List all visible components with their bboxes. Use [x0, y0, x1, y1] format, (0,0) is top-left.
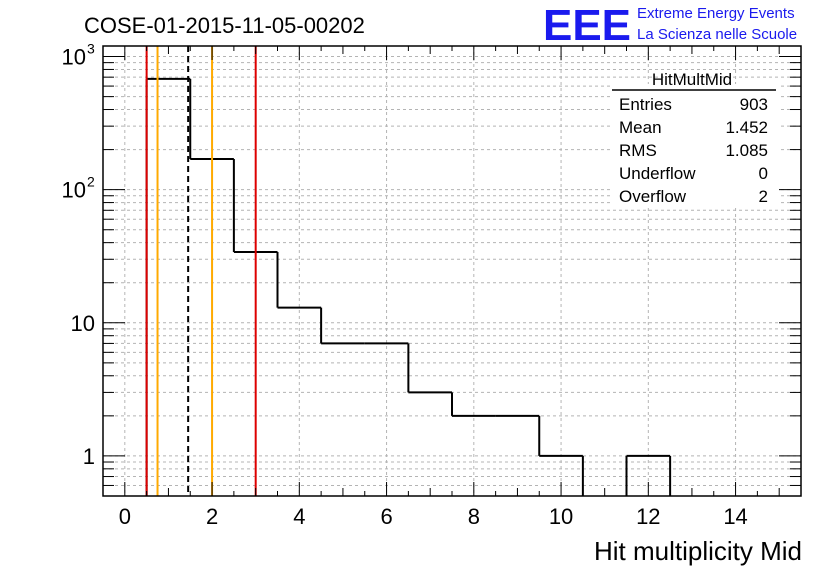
- x-tick-label: 14: [723, 504, 747, 529]
- chart-title: COSE-01-2015-11-05-00202: [84, 13, 365, 38]
- stats-entries-label: Entries: [619, 95, 672, 114]
- y-tick-label: 10: [62, 45, 86, 70]
- x-tick-label: 4: [293, 504, 305, 529]
- stats-mean-label: Mean: [619, 118, 662, 137]
- stats-mean-value: 1.452: [725, 118, 768, 137]
- stats-underflow-label: Underflow: [619, 164, 696, 183]
- x-tick-label: 0: [119, 504, 131, 529]
- y-tick-exponent: 2: [87, 174, 95, 190]
- stats-overflow-label: Overflow: [619, 187, 687, 206]
- y-tick-label: 10: [62, 178, 86, 203]
- marker-lines: [145, 46, 257, 496]
- x-tick-label: 10: [549, 504, 573, 529]
- stats-title: HitMultMid: [652, 70, 732, 89]
- x-axis-label: Hit multiplicity Mid: [594, 536, 802, 566]
- logo-line-1: Extreme Energy Events: [637, 5, 795, 22]
- stats-underflow-value: 0: [759, 164, 768, 183]
- stats-rms-label: RMS: [619, 141, 657, 160]
- stats-rms-value: 1.085: [725, 141, 768, 160]
- x-tick-label: 6: [380, 504, 392, 529]
- x-tick-label: 8: [468, 504, 480, 529]
- x-tick-label: 2: [206, 504, 218, 529]
- stats-background: [610, 84, 778, 207]
- stats-box: HitMultMid Entries 903 Mean 1.452 RMS 1.…: [610, 70, 778, 207]
- logo-eee-text: EEE: [543, 1, 631, 50]
- x-tick-label: 12: [636, 504, 660, 529]
- histogram-bars: [145, 77, 672, 496]
- logo-line-2: La Scienza nelle Scuole: [637, 26, 797, 43]
- eee-logo: EEE Extreme Energy Events La Scienza nel…: [543, 1, 797, 50]
- y-tick-exponent: 3: [87, 41, 95, 57]
- y-tick-label: 10: [71, 311, 95, 336]
- y-tick-label: 1: [83, 444, 95, 469]
- stats-entries-value: 903: [740, 95, 768, 114]
- stats-overflow-value: 2: [759, 187, 768, 206]
